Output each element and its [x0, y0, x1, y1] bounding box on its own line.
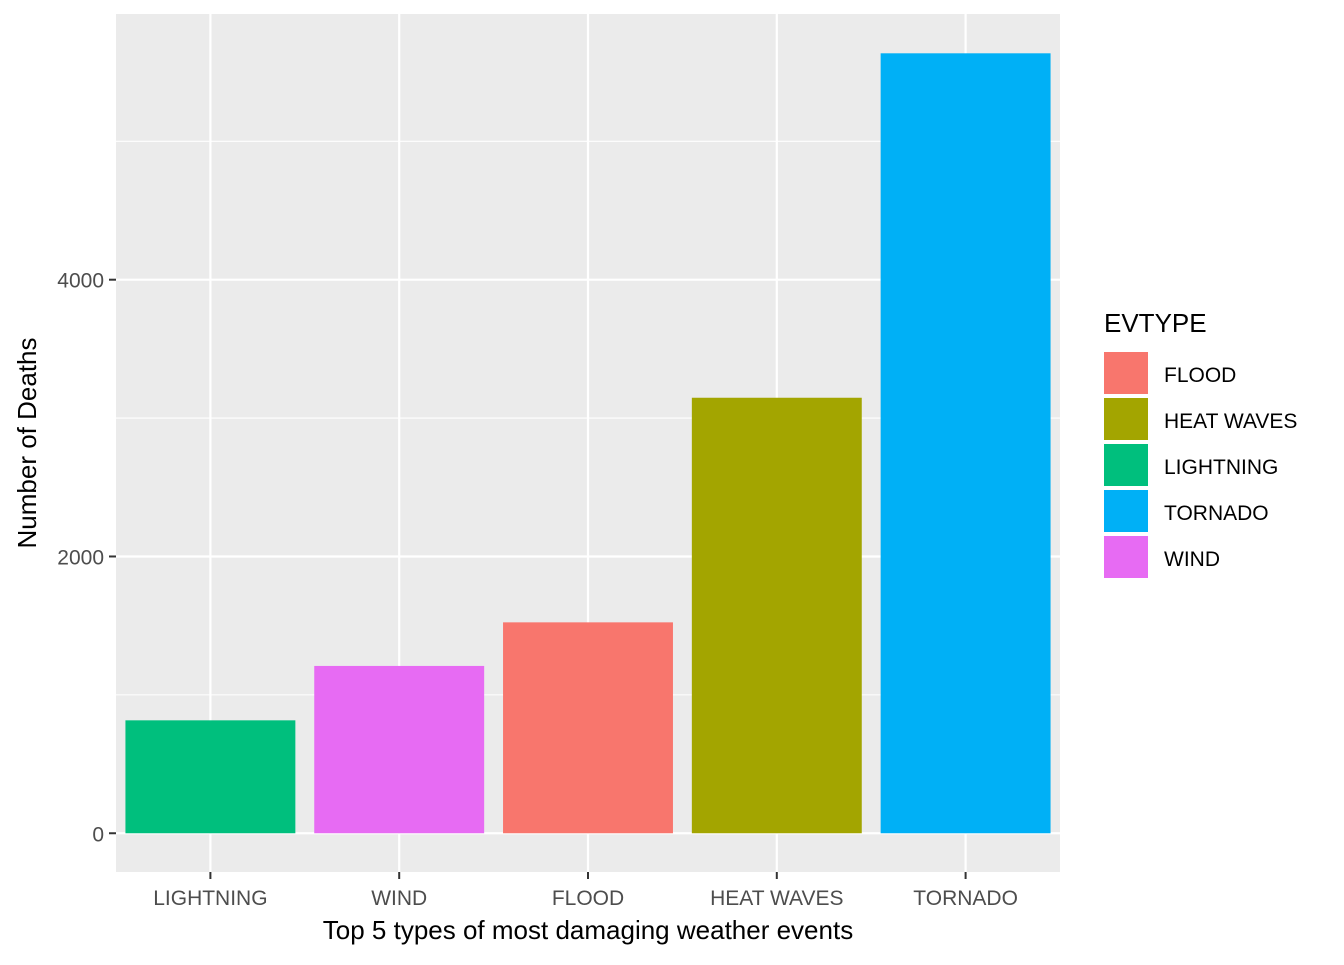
legend-swatch: [1104, 352, 1148, 394]
x-tick-label: LIGHTNING: [153, 887, 267, 910]
legend: EVTYPE FLOOD HEAT WAVES LIGHTNING TORNADO WI…: [1104, 308, 1297, 578]
legend-title: EVTYPE: [1104, 308, 1207, 338]
y-axis: 0 2000 4000: [57, 270, 116, 846]
legend-label: LIGHTNING: [1164, 456, 1278, 479]
legend-swatch: [1104, 444, 1148, 486]
x-tick-label: FLOOD: [552, 887, 624, 910]
x-tick-label: TORNADO: [913, 887, 1018, 910]
bar-tornado: [880, 53, 1051, 834]
x-axis-title: Top 5 types of most damaging weather eve…: [323, 915, 853, 945]
legend-swatch: [1104, 536, 1148, 578]
bars: [125, 53, 1051, 834]
y-axis-title: Number of Deaths: [12, 338, 42, 549]
bar-heat-waves: [691, 397, 862, 834]
x-axis: LIGHTNING WIND FLOOD HEAT WAVES TORNADO: [153, 872, 1018, 910]
legend-swatch: [1104, 398, 1148, 440]
legend-label: HEAT WAVES: [1164, 410, 1297, 433]
legend-label: FLOOD: [1164, 364, 1236, 387]
legend-label: WIND: [1164, 548, 1220, 571]
bar-flood: [503, 622, 673, 834]
x-tick-label: HEAT WAVES: [710, 887, 843, 910]
y-tick-label: 0: [92, 823, 104, 846]
legend-items: FLOOD HEAT WAVES LIGHTNING TORNADO WIND: [1104, 352, 1297, 578]
legend-label: TORNADO: [1164, 502, 1269, 525]
legend-swatch: [1104, 490, 1148, 532]
bar-lightning: [125, 720, 296, 834]
x-tick-label: WIND: [371, 887, 427, 910]
y-tick-label: 4000: [57, 270, 104, 293]
y-tick-label: 2000: [57, 546, 104, 569]
bar-wind: [314, 665, 485, 834]
